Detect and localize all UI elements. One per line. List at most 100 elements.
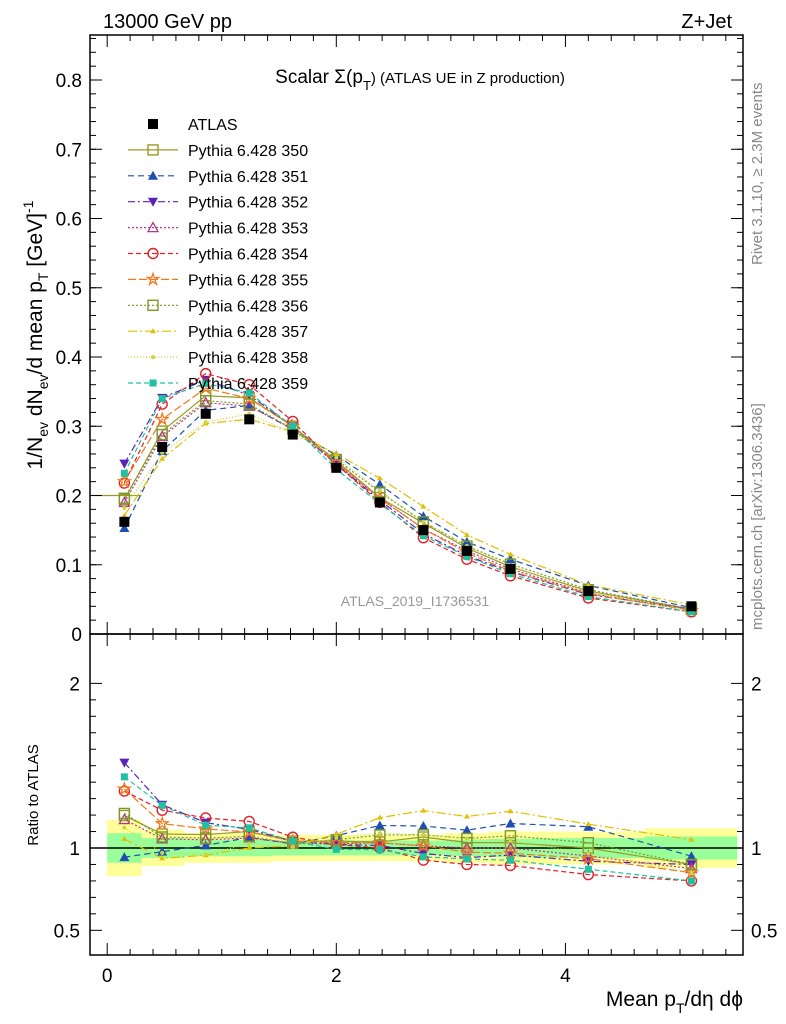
ratio-point bbox=[463, 855, 471, 863]
main-series-line bbox=[123, 379, 692, 610]
main-point bbox=[418, 511, 429, 521]
ratio-point bbox=[158, 801, 166, 809]
legend: ATLAS Pythia 6.428 350 Pythia 6.428 351 Pyt… bbox=[128, 117, 308, 393]
ratio-point bbox=[417, 839, 430, 851]
main-point bbox=[585, 581, 592, 587]
atlas-point bbox=[418, 525, 429, 536]
legend-marker bbox=[151, 355, 155, 360]
y-tick-label: 0.6 bbox=[56, 210, 82, 231]
header-right: Z+Jet bbox=[681, 11, 732, 33]
ratio-point bbox=[464, 836, 469, 841]
main-point bbox=[203, 420, 208, 425]
main-point bbox=[119, 459, 130, 469]
main-point bbox=[333, 450, 340, 456]
header-left: 13000 GeV pp bbox=[103, 11, 232, 33]
main-point bbox=[245, 389, 253, 397]
y-label-d: [GeV] bbox=[24, 213, 47, 273]
ratio-point bbox=[202, 821, 210, 829]
chart-title-tail: ) (ATLAS UE in Z production) bbox=[371, 70, 565, 87]
ratio-point bbox=[506, 856, 514, 864]
legend-marker bbox=[145, 271, 161, 287]
ratio-point bbox=[160, 850, 165, 855]
ratio-tick-label-right: 1 bbox=[751, 839, 762, 860]
ratio-point bbox=[377, 831, 382, 836]
y-tick-label: 0.3 bbox=[56, 417, 82, 438]
main-point bbox=[199, 396, 212, 408]
main-series-line bbox=[123, 372, 692, 613]
legend-label: Pythia 6.428 353 bbox=[188, 221, 308, 238]
atlas-point bbox=[331, 462, 342, 473]
ratio-point bbox=[247, 841, 252, 846]
main-point bbox=[420, 503, 427, 509]
ratio-point bbox=[154, 815, 170, 831]
ratio-point bbox=[508, 838, 513, 843]
ratio-point bbox=[156, 831, 168, 843]
main-point bbox=[507, 551, 514, 557]
ratio-point bbox=[290, 844, 295, 849]
ratio-tick-label-left: 1 bbox=[69, 839, 80, 860]
ratio-point bbox=[116, 781, 133, 796]
main-point bbox=[156, 428, 168, 441]
ratio-point bbox=[683, 864, 700, 880]
legend-marker bbox=[148, 197, 158, 207]
y-label-a: 1/N bbox=[24, 437, 47, 470]
main-series-line bbox=[123, 400, 692, 610]
atlas-point bbox=[461, 545, 472, 556]
ratio-series-line bbox=[124, 827, 692, 874]
y-label-c: /d mean p bbox=[24, 281, 47, 374]
main-point bbox=[374, 479, 385, 489]
plot-frames bbox=[89, 34, 744, 956]
ratio-point bbox=[415, 837, 432, 853]
chart-title-main: Scalar Σ(p bbox=[275, 67, 363, 88]
y-label-a-sub: ev bbox=[35, 422, 51, 437]
main-point bbox=[377, 488, 382, 493]
ratio-point bbox=[159, 855, 166, 861]
ratio-series-line bbox=[124, 790, 692, 882]
ratio-point bbox=[685, 875, 698, 887]
legend-label: Pythia 6.428 357 bbox=[188, 324, 308, 341]
ratio-point bbox=[245, 824, 253, 832]
ratio-point bbox=[418, 821, 429, 831]
x-tick-label: 0 bbox=[102, 966, 113, 987]
main-point bbox=[419, 532, 427, 540]
ratio-point bbox=[417, 829, 430, 841]
main-point bbox=[376, 475, 383, 481]
ratio-point bbox=[689, 870, 694, 875]
ratio-point bbox=[332, 845, 340, 853]
main-series-line bbox=[123, 404, 692, 609]
ratio-point bbox=[685, 858, 698, 871]
main-point bbox=[118, 477, 131, 489]
main-point bbox=[243, 398, 255, 410]
ratio-point bbox=[686, 851, 697, 861]
ratio-point bbox=[586, 851, 591, 856]
ratio-tick-label-right: 0.5 bbox=[751, 921, 777, 942]
main-point bbox=[197, 380, 214, 395]
ratio-point bbox=[504, 841, 517, 853]
main-point bbox=[421, 519, 426, 524]
main-point bbox=[122, 505, 127, 510]
main-point bbox=[463, 531, 470, 537]
legend-marker bbox=[147, 299, 159, 311]
ratio-point bbox=[197, 820, 214, 836]
main-series-line bbox=[123, 387, 692, 612]
x-label-b: /dη dϕ bbox=[685, 988, 743, 1011]
ratio-point bbox=[459, 843, 475, 859]
main-series-line bbox=[123, 395, 692, 610]
y-tick-label: 0 bbox=[71, 625, 82, 646]
chart-title: Scalar Σ(pT) (ATLAS UE in Z production) bbox=[275, 67, 565, 93]
x-tick-label: 2 bbox=[331, 966, 342, 987]
ratio-point bbox=[203, 852, 208, 857]
legend-marker bbox=[148, 119, 158, 129]
ratio-point bbox=[461, 825, 472, 835]
ratio-series-line bbox=[123, 788, 692, 874]
main-point bbox=[584, 593, 592, 601]
y-label-d-sup: -1 bbox=[20, 200, 36, 213]
ratio-point bbox=[505, 818, 516, 828]
legend-label: Pythia 6.428 352 bbox=[188, 195, 308, 212]
ratio-point bbox=[582, 836, 595, 849]
ratio-point bbox=[200, 832, 212, 844]
legend-label: ATLAS bbox=[188, 117, 238, 134]
legend-marker bbox=[146, 221, 160, 233]
ratio-series-line bbox=[124, 822, 692, 858]
ratio-series-line bbox=[124, 819, 692, 870]
